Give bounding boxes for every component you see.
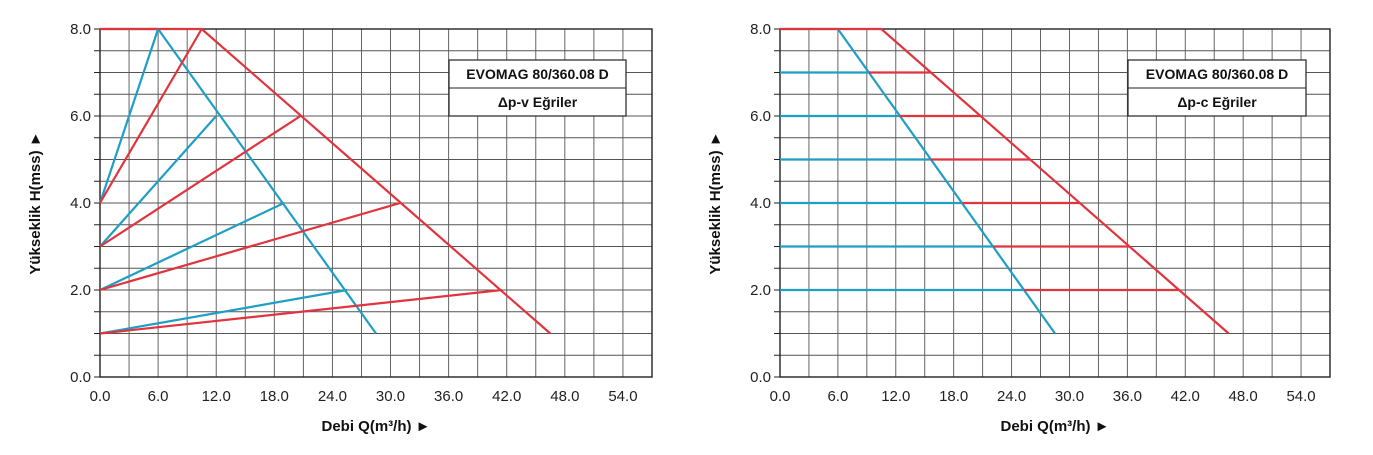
series-line-red-9 bbox=[99, 288, 503, 335]
x-tick-label: 24.0 bbox=[318, 388, 347, 405]
x-tick-label: 42.0 bbox=[1171, 388, 1200, 405]
series-group bbox=[98, 27, 552, 335]
y-tick-label: 0.0 bbox=[70, 369, 91, 386]
series-line-blue-6 bbox=[99, 202, 285, 291]
x-tick-label: 42.0 bbox=[492, 388, 521, 405]
series-line-red-3 bbox=[99, 28, 203, 204]
x-tick-label: 54.0 bbox=[608, 388, 637, 405]
tick-labels: 0.0 6.0 12.0 18.0 24.0 30.0 36.0 42.0 48.0 54.0 0.… bbox=[70, 21, 637, 405]
x-tick-label: 18.0 bbox=[939, 388, 968, 405]
y-tick-label: 2.0 bbox=[70, 282, 91, 299]
chart-subtitle: Δp-c Eğriler bbox=[1177, 94, 1257, 110]
series-line-red-5 bbox=[99, 115, 302, 248]
chart-title: EVOMAG 80/360.08 D bbox=[466, 66, 608, 82]
y-axis-label: Yükseklik H(mss) ► bbox=[27, 131, 44, 274]
x-tick-label: 6.0 bbox=[148, 388, 169, 405]
x-tick-label: 30.0 bbox=[376, 388, 405, 405]
series-group bbox=[780, 27, 1230, 335]
x-tick-label: 12.0 bbox=[202, 388, 231, 405]
chart-title: EVOMAG 80/360.08 D bbox=[1146, 66, 1288, 82]
x-tick-label: 18.0 bbox=[260, 388, 289, 405]
x-tick-label: 6.0 bbox=[827, 388, 848, 405]
tick-labels: 0.0 6.0 12.0 18.0 24.0 30.0 36.0 42.0 48.0 54.0 0.… bbox=[750, 21, 1316, 405]
x-axis-label: Debi Q(m³/h) ► bbox=[1000, 418, 1109, 435]
y-tick-label: 8.0 bbox=[750, 21, 771, 38]
y-tick-label: 4.0 bbox=[750, 195, 771, 212]
series-line-blue-2 bbox=[98, 28, 160, 204]
y-tick-label: 6.0 bbox=[70, 108, 91, 125]
x-tick-label: 12.0 bbox=[881, 388, 910, 405]
x-tick-label: 0.0 bbox=[90, 388, 111, 405]
series-line-blue-4 bbox=[99, 115, 218, 248]
legend-box: EVOMAG 80/360.08 D Δp-v Eğriler bbox=[448, 59, 627, 117]
series-line-red-7 bbox=[99, 201, 401, 292]
y-tick-label: 2.0 bbox=[750, 282, 771, 299]
y-tick-label: 0.0 bbox=[750, 369, 771, 386]
grid bbox=[94, 28, 653, 378]
x-axis-label: Debi Q(m³/h) ► bbox=[321, 418, 430, 435]
series-line-red-1 bbox=[780, 27, 1230, 335]
y-tick-label: 4.0 bbox=[70, 195, 91, 212]
legend-box: EVOMAG 80/360.08 D Δp-c Eğriler bbox=[1127, 59, 1307, 117]
chart-dp-c: 0.0 6.0 12.0 18.0 24.0 30.0 36.0 42.0 48.0 54.0 0.… bbox=[707, 21, 1331, 435]
x-tick-label: 36.0 bbox=[434, 388, 463, 405]
y-tick-label: 6.0 bbox=[750, 108, 771, 125]
y-tick-label: 8.0 bbox=[70, 21, 91, 38]
chart-subtitle: Δp-v Eğriler bbox=[498, 94, 578, 110]
x-tick-label: 24.0 bbox=[997, 388, 1026, 405]
x-tick-label: 54.0 bbox=[1286, 388, 1315, 405]
series-line-blue-8 bbox=[99, 288, 348, 335]
x-tick-label: 0.0 bbox=[770, 388, 791, 405]
x-tick-label: 48.0 bbox=[1229, 388, 1258, 405]
x-tick-label: 48.0 bbox=[550, 388, 579, 405]
chart-dp-v: 0.0 6.0 12.0 18.0 24.0 30.0 36.0 42.0 48.0 54.0 0.… bbox=[27, 21, 653, 435]
x-tick-label: 30.0 bbox=[1055, 388, 1084, 405]
x-tick-label: 36.0 bbox=[1113, 388, 1142, 405]
y-axis-label: Yükseklik H(mss) ► bbox=[707, 131, 724, 274]
